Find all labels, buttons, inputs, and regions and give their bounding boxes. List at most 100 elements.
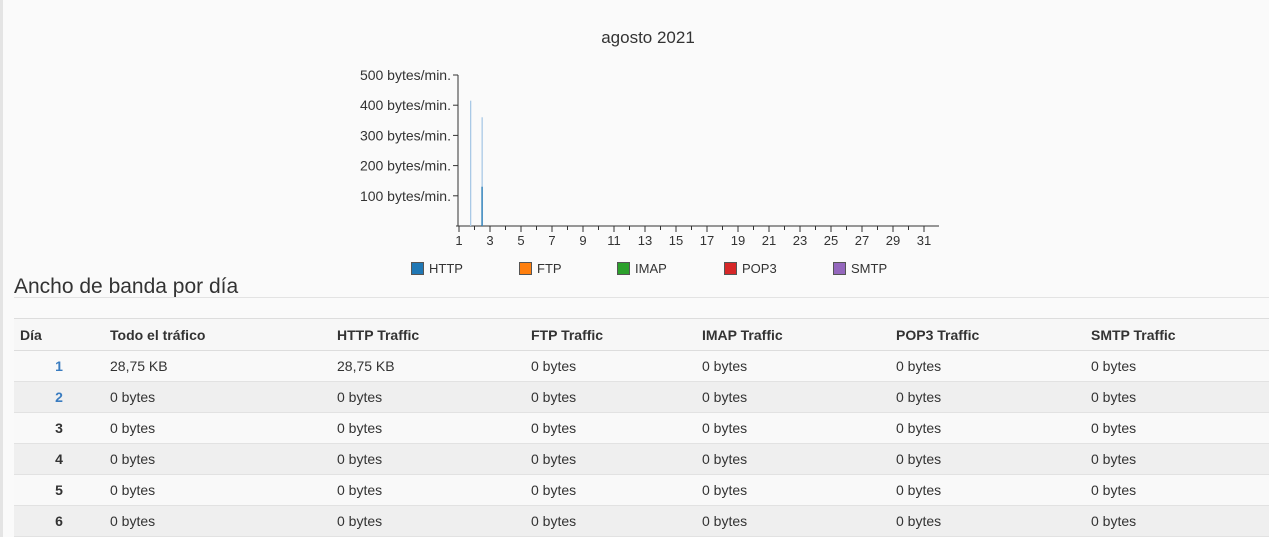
smtp-cell: 0 bytes	[1085, 381, 1269, 413]
pop3-cell: 0 bytes	[890, 412, 1085, 444]
y-tick-label: 300 bytes/min.	[360, 127, 451, 143]
day-link-1[interactable]: 1	[55, 358, 63, 374]
smtp-cell: 0 bytes	[1085, 474, 1269, 506]
section-divider	[14, 297, 1269, 298]
x-tick-label: 17	[700, 233, 714, 248]
all-traffic-cell: 0 bytes	[104, 443, 331, 475]
table-row: 6 0 bytes 0 bytes 0 bytes 0 bytes 0 byte…	[14, 505, 1269, 537]
ftp-cell: 0 bytes	[525, 412, 696, 444]
day-link-2[interactable]: 2	[55, 389, 63, 405]
table-row: 1 28,75 KB 28,75 KB 0 bytes 0 bytes 0 by…	[14, 350, 1269, 382]
legend-swatch	[519, 262, 532, 275]
header-ftp-traffic[interactable]: FTP Traffic	[525, 318, 696, 351]
x-tick-label: 11	[607, 233, 621, 248]
imap-cell: 0 bytes	[696, 443, 890, 475]
table-row: 3 0 bytes 0 bytes 0 bytes 0 bytes 0 byte…	[14, 412, 1269, 444]
bar-http-day-2-core	[481, 186, 483, 226]
imap-cell: 0 bytes	[696, 350, 890, 382]
legend-item-smtp[interactable]: SMTP	[833, 261, 887, 276]
legend-swatch	[411, 262, 424, 275]
header-day[interactable]: Día	[14, 318, 104, 351]
x-tick-label: 31	[917, 233, 931, 248]
legend-swatch	[724, 262, 737, 275]
day-cell: 1	[14, 350, 104, 382]
pop3-cell: 0 bytes	[890, 381, 1085, 413]
all-traffic-cell: 0 bytes	[104, 412, 331, 444]
table-header-row: Día Todo el tráfico HTTP Traffic FTP Tra…	[14, 318, 1269, 351]
y-tick-label: 500 bytes/min.	[360, 67, 451, 83]
smtp-cell: 0 bytes	[1085, 350, 1269, 382]
table-row: 5 0 bytes 0 bytes 0 bytes 0 bytes 0 byte…	[14, 474, 1269, 506]
x-tick-label: 1	[455, 233, 462, 248]
ftp-cell: 0 bytes	[525, 350, 696, 382]
day-cell: 2	[14, 381, 104, 413]
bar-http-day-1	[470, 100, 472, 226]
legend-item-pop3[interactable]: POP3	[724, 261, 777, 276]
pop3-cell: 0 bytes	[890, 474, 1085, 506]
bandwidth-chart: agosto 2021 100 bytes/min. 200 bytes/min.…	[360, 28, 939, 248]
http-cell: 0 bytes	[331, 474, 525, 506]
x-tick-label: 21	[762, 233, 776, 248]
header-imap-traffic[interactable]: IMAP Traffic	[696, 318, 890, 351]
chart-bars	[470, 100, 483, 226]
day-cell: 4	[14, 443, 104, 475]
legend-label: HTTP	[429, 261, 463, 276]
imap-cell: 0 bytes	[696, 505, 890, 537]
x-tick-label: 15	[669, 233, 683, 248]
ftp-cell: 0 bytes	[525, 381, 696, 413]
smtp-cell: 0 bytes	[1085, 505, 1269, 537]
legend-item-http[interactable]: HTTP	[411, 261, 463, 276]
x-tick-label: 5	[517, 233, 524, 248]
all-traffic-cell: 28,75 KB	[104, 350, 331, 382]
x-tick-label: 27	[855, 233, 869, 248]
bar-http-day-2	[481, 117, 483, 226]
imap-cell: 0 bytes	[696, 412, 890, 444]
x-axis: 1 3 5 7 9 11 13 15 17 19 21 23 25 27 29 31	[455, 225, 939, 248]
x-tick-label: 19	[731, 233, 745, 248]
all-traffic-cell: 0 bytes	[104, 381, 331, 413]
header-smtp-traffic[interactable]: SMTP Traffic	[1085, 318, 1269, 351]
pop3-cell: 0 bytes	[890, 505, 1085, 537]
legend-label: SMTP	[851, 261, 888, 276]
x-tick-label: 9	[579, 233, 586, 248]
http-cell: 28,75 KB	[331, 350, 525, 382]
chart-title: agosto 2021	[601, 28, 695, 47]
legend-label: POP3	[742, 261, 777, 276]
legend-swatch	[617, 262, 630, 275]
smtp-cell: 0 bytes	[1085, 443, 1269, 475]
legend-label: IMAP	[635, 261, 667, 276]
chart-legend: HTTP FTP IMAP POP3 SMTP	[0, 261, 1269, 279]
x-tick-label: 23	[793, 233, 807, 248]
x-tick-label: 29	[886, 233, 900, 248]
y-tick-label: 100 bytes/min.	[360, 188, 451, 204]
smtp-cell: 0 bytes	[1085, 412, 1269, 444]
header-pop3-traffic[interactable]: POP3 Traffic	[890, 318, 1085, 351]
all-traffic-cell: 0 bytes	[104, 474, 331, 506]
http-cell: 0 bytes	[331, 443, 525, 475]
y-tick-label: 400 bytes/min.	[360, 97, 451, 113]
page-left-border	[0, 0, 3, 537]
legend-item-ftp[interactable]: FTP	[519, 261, 562, 276]
y-tick-label: 200 bytes/min.	[360, 158, 451, 174]
imap-cell: 0 bytes	[696, 474, 890, 506]
x-tick-label: 13	[638, 233, 652, 248]
x-tick-label: 7	[548, 233, 555, 248]
y-axis: 100 bytes/min. 200 bytes/min. 300 bytes/mi…	[360, 67, 459, 226]
ftp-cell: 0 bytes	[525, 443, 696, 475]
legend-item-imap[interactable]: IMAP	[617, 261, 667, 276]
table-row: 4 0 bytes 0 bytes 0 bytes 0 bytes 0 byte…	[14, 443, 1269, 475]
day-cell: 5	[14, 474, 104, 506]
all-traffic-cell: 0 bytes	[104, 505, 331, 537]
day-cell: 6	[14, 505, 104, 537]
day-cell: 3	[14, 412, 104, 444]
legend-swatch	[833, 262, 846, 275]
header-http-traffic[interactable]: HTTP Traffic	[331, 318, 525, 351]
section-title: Ancho de banda por día	[14, 275, 239, 298]
legend-label: FTP	[537, 261, 562, 276]
pop3-cell: 0 bytes	[890, 443, 1085, 475]
ftp-cell: 0 bytes	[525, 474, 696, 506]
imap-cell: 0 bytes	[696, 381, 890, 413]
header-all-traffic[interactable]: Todo el tráfico	[104, 318, 331, 351]
http-cell: 0 bytes	[331, 505, 525, 537]
x-tick-label: 3	[486, 233, 493, 248]
